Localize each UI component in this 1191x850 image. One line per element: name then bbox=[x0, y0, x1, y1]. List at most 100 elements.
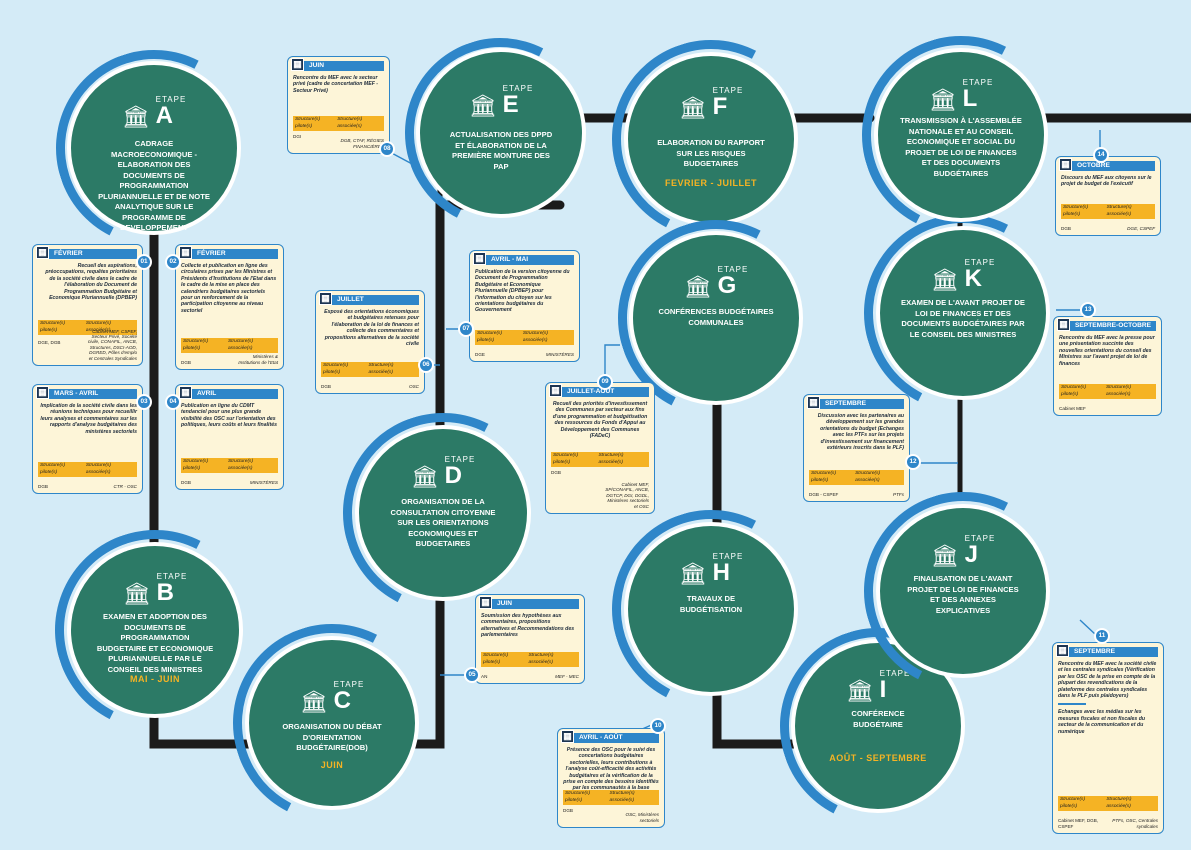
stage-l-circle: 🏛 ETAPE L TRANSMISSION À L'ASSEMBLÉE NATIO… bbox=[874, 48, 1048, 222]
stage-title: TRANSMISSION À L'ASSEMBLÉE NATIONALE ET … bbox=[900, 116, 1022, 178]
pilot-label: Structure(s) pilote(s) bbox=[809, 470, 854, 485]
building-icon: 🏛 bbox=[122, 581, 151, 606]
step-badge-01: 01 bbox=[136, 254, 152, 270]
pilot-structures: DGB bbox=[181, 359, 191, 365]
card-month: SEPTEMBRE-OCTOBRE bbox=[1075, 322, 1152, 329]
assoc-label: Structure(s) associée(s) bbox=[1104, 796, 1158, 811]
building-icon: 🏛 bbox=[678, 561, 707, 586]
step-badge-02: 02 bbox=[165, 254, 181, 270]
stage-g-circle: 🏛 ETAPE G CONFÉRENCES BUDGÉTAIRES COMMUNAL… bbox=[629, 231, 803, 405]
card-header: ▦ SEPTEMBRE-OCTOBRE bbox=[1057, 318, 1156, 331]
card-header: ▦ MARS - AVRIL bbox=[36, 386, 137, 399]
card-month: JUIN bbox=[497, 600, 513, 607]
stage-h-circle: 🏛 ETAPE H TRAVAUX DE BUDGÉTISATION bbox=[624, 522, 798, 696]
stage-title: ORGANISATION DE LA CONSULTATION CITOYENN… bbox=[390, 497, 496, 548]
assoc-structures: MEF - MEC bbox=[555, 673, 579, 679]
activity-card-10: ▦ AVRIL - AOÛT Présence des OSC pour le s… bbox=[557, 728, 665, 828]
stage-j-circle: 🏛 ETAPE J FINALISATION DE L'AVANT PROJET D… bbox=[876, 504, 1050, 678]
pilot-structures: DGE, DGB bbox=[38, 339, 61, 345]
etape-label: ETAPE bbox=[156, 572, 188, 581]
card-header: ▦ JUILLET-AOÛT bbox=[549, 384, 649, 397]
stage-i-circle: 🏛 ETAPE I CONFÉRENCE BUDGÉTAIRE AOÛT - SEP… bbox=[791, 639, 965, 813]
calendar-icon: ▦ bbox=[1057, 318, 1070, 331]
assoc-structures: MINISTÈRES bbox=[545, 351, 574, 357]
calendar-icon: ▦ bbox=[36, 246, 49, 259]
activity-card-08: ▦ JUIN Rencontre du MEF avec le secteur p… bbox=[287, 56, 390, 154]
card-month: SEPTEMBRE bbox=[825, 400, 867, 407]
stage-title: CONFÉRENCES BUDGÉTAIRES COMMUNALES bbox=[658, 307, 774, 327]
stage-k-circle: 🏛 ETAPE K EXAMEN DE L'AVANT PROJET DE LOI … bbox=[876, 226, 1050, 400]
assoc-label: Structure(s) associée(s) bbox=[366, 362, 419, 377]
stage-letter: L bbox=[962, 85, 978, 112]
card-header: ▦ AVRIL - MAI bbox=[473, 252, 574, 265]
pilot-label: Structure(s) pilote(s) bbox=[1059, 384, 1104, 399]
assoc-structures: Cabinet MEF, SP/CONAFIL, ANCB, DGTCP, DG… bbox=[605, 481, 649, 509]
assoc-label: Structure(s) associée(s) bbox=[853, 470, 904, 485]
card-description: Collecte et publication en ligne des cir… bbox=[181, 263, 277, 314]
calendar-icon: ▦ bbox=[319, 292, 332, 305]
etape-label: ETAPE bbox=[712, 552, 744, 561]
assoc-structures: OSC, Ministères sectoriels bbox=[625, 812, 659, 823]
stage-period: FEVRIER - JUILLET bbox=[664, 178, 757, 188]
pilot-structures: DGB bbox=[1061, 225, 1071, 231]
step-badge-05: 05 bbox=[464, 667, 480, 683]
activity-card-07: ▦ AVRIL - MAI Publication de la version c… bbox=[469, 250, 580, 362]
card-description: Présence des OSC pour le suivi des conce… bbox=[563, 747, 659, 792]
card-month: JUILLET bbox=[337, 296, 364, 303]
card-month: MARS - AVRIL bbox=[54, 390, 99, 397]
step-badge-06: 06 bbox=[418, 357, 434, 373]
stage-d-circle: 🏛 ETAPE D ORGANISATION DE LA CONSULTATION … bbox=[355, 425, 531, 601]
pilot-structures: DGI bbox=[293, 133, 302, 139]
etape-label: ETAPE bbox=[964, 258, 996, 267]
card-month: AVRIL - MAI bbox=[491, 256, 529, 263]
stage-letter: C bbox=[333, 687, 351, 714]
activity-card-12: ▦ SEPTEMBRE Discussion avec les partenair… bbox=[803, 394, 910, 502]
building-icon: 🏛 bbox=[468, 93, 497, 118]
assoc-structures: MINISTÈRES bbox=[249, 479, 278, 485]
step-badge-03: 03 bbox=[136, 394, 152, 410]
stage-title: EXAMEN ET ADOPTION DES DOCUMENTS DE PROG… bbox=[96, 612, 214, 674]
card-header: ▦ SEPTEMBRE bbox=[807, 396, 904, 409]
activity-card-01: ▦ FÉVRIER Recueil des aspirations, préocc… bbox=[32, 244, 143, 366]
card-month: FÉVRIER bbox=[197, 250, 226, 257]
step-badge-11: 11 bbox=[1094, 628, 1110, 644]
activity-card-14: ▦ OCTOBRE Discours du MEF aux citoyens su… bbox=[1055, 156, 1161, 236]
card-description: Soumission des hypothèses aux commentair… bbox=[481, 613, 575, 639]
stage-f-circle: 🏛 ETAPE F ELABORATION DU RAPPORT SUR LES R… bbox=[624, 52, 798, 226]
pilot-structures: AN bbox=[481, 673, 488, 679]
pilot-label: Structure(s) pilote(s) bbox=[181, 338, 226, 353]
building-icon: 🏛 bbox=[683, 274, 712, 299]
card-month: AVRIL - AOÛT bbox=[579, 734, 623, 741]
building-icon: 🏛 bbox=[121, 104, 150, 129]
assoc-label: Structure(s) associée(s) bbox=[526, 652, 579, 667]
card-header: ▦ SEPTEMBRE bbox=[1056, 644, 1158, 657]
assoc-structures: OSC bbox=[409, 383, 419, 389]
pilot-structures: DGB bbox=[551, 469, 561, 475]
step-badge-09: 09 bbox=[597, 374, 613, 390]
divider bbox=[1058, 703, 1086, 706]
card-header: ▦ AVRIL bbox=[179, 386, 278, 399]
card-header: ▦ FÉVRIER bbox=[179, 246, 278, 259]
building-icon: 🏛 bbox=[845, 678, 874, 703]
pilot-structures: DGB bbox=[321, 383, 331, 389]
pilot-label: Structure(s) pilote(s) bbox=[38, 462, 84, 477]
card-description: Publication de la version citoyenne du D… bbox=[475, 269, 570, 314]
building-icon: 🏛 bbox=[678, 95, 707, 120]
assoc-structures: Cabinet MEF, CSPEF, Secteur Privé, Socié… bbox=[87, 328, 137, 361]
stage-letter: J bbox=[964, 541, 978, 568]
assoc-structures: PTFs, OSC, Centrales syndicales bbox=[1112, 818, 1158, 829]
pilot-label: Structure(s) pilote(s) bbox=[563, 790, 608, 805]
card-description: Exposé des orientations économiques et b… bbox=[324, 309, 419, 348]
pilot-structures: DGB bbox=[563, 807, 573, 813]
stage-title: ORGANISATION DU DÉBAT D'ORIENTATION BUDG… bbox=[282, 722, 382, 752]
stage-title: ACTUALISATION DES DPPD ET ÉLABORATION DE… bbox=[449, 130, 553, 171]
stage-b-circle: 🏛 ETAPE B EXAMEN ET ADOPTION DES DOCUMENTS… bbox=[67, 542, 243, 718]
stage-period: AOÛT - SEPTEMBRE bbox=[829, 753, 927, 763]
stage-period: JUIN bbox=[320, 760, 344, 770]
assoc-label: Structure(s) associée(s) bbox=[225, 338, 278, 353]
building-icon: 🏛 bbox=[930, 267, 959, 292]
calendar-icon: ▦ bbox=[291, 58, 304, 71]
stage-title: ELABORATION DU RAPPORT SUR LES RISQUES B… bbox=[657, 138, 765, 168]
assoc-label: Structure(s) associée(s) bbox=[607, 790, 659, 805]
calendar-icon: ▦ bbox=[179, 246, 192, 259]
